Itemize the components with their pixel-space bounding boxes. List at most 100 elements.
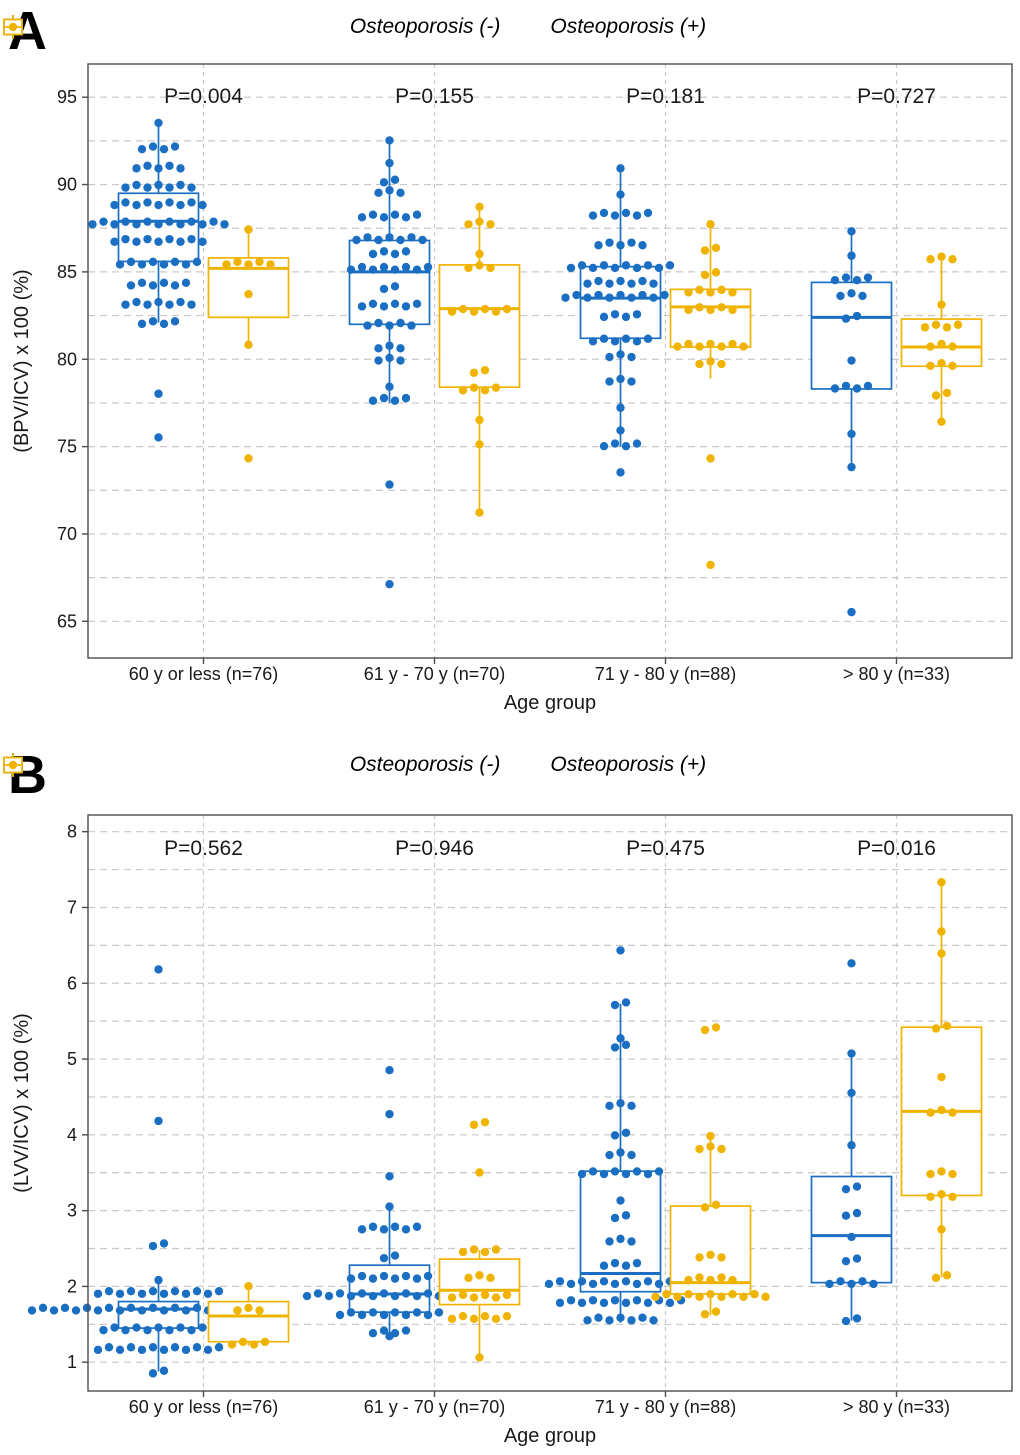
jitter-dot — [948, 342, 957, 351]
jitter-dot — [159, 1239, 169, 1248]
jitter-dot — [137, 1306, 147, 1315]
jitter-dot — [937, 949, 946, 958]
y-tick-label: 90 — [57, 175, 77, 195]
jitter-dot — [71, 1306, 81, 1315]
jitter-dot — [684, 339, 693, 349]
jitter-dot — [869, 1279, 878, 1289]
jitter-dot — [566, 263, 576, 273]
jitter-dot — [357, 1225, 367, 1234]
jitter-dot — [627, 1150, 636, 1160]
jitter-dot — [665, 1298, 675, 1308]
jitter-dot — [847, 959, 856, 968]
jitter-dot — [599, 441, 609, 451]
jitter-dot — [847, 462, 856, 472]
jitter-dot — [926, 361, 935, 370]
y-tick-label: 70 — [57, 524, 77, 544]
jitter-dot — [244, 1281, 253, 1291]
jitter-dot — [110, 237, 119, 246]
jitter-dot — [695, 342, 704, 351]
jitter-dot — [82, 1303, 92, 1313]
jitter-dot — [475, 202, 484, 212]
jitter-dot — [368, 1274, 378, 1283]
jitter-dot — [385, 1202, 394, 1211]
jitter-dot — [621, 334, 631, 343]
y-tick-label: 8 — [67, 822, 77, 842]
jitter-dot — [447, 307, 457, 316]
y-tick-label: 2 — [67, 1276, 77, 1296]
jitter-dot — [700, 1310, 710, 1319]
jitter-dot — [401, 247, 411, 256]
legend-label: Osteoporosis (-) — [349, 753, 501, 776]
jitter-dot — [926, 1169, 935, 1179]
jitter-dot — [654, 1279, 664, 1289]
jitter-dot — [649, 293, 658, 302]
plot-border — [87, 814, 1013, 1392]
jitter-dot — [363, 321, 372, 330]
x-tick-label: > 80 y (n=33) — [843, 664, 950, 684]
jitter-dot — [110, 200, 119, 210]
jitter-dot — [396, 356, 405, 365]
jitter-dot — [469, 368, 479, 377]
jitter-dot — [717, 1292, 726, 1302]
jitter-dot — [357, 302, 367, 311]
jitter-dot — [739, 342, 748, 351]
jitter-dot — [148, 257, 158, 267]
jitter-dot — [132, 220, 141, 229]
jitter-dot — [706, 339, 715, 349]
jitter-dot — [385, 233, 394, 242]
jitter-dot — [126, 281, 136, 290]
jitter-dot — [115, 1289, 125, 1298]
jitter-dot — [931, 1024, 941, 1033]
jitter-dot — [662, 1290, 671, 1299]
jitter-dot — [621, 1261, 631, 1270]
boxplot-box — [348, 239, 431, 326]
jitter-dot — [627, 1101, 636, 1111]
panel-a-chart: P=0.004 P=0.155 P=0.181 P=0.727 65 70 75 80 85 90… — [11, 63, 1013, 714]
jitter-dot — [121, 198, 130, 207]
jitter-dot — [605, 293, 614, 302]
jitter-dot — [616, 190, 625, 199]
jitter-dot — [412, 1274, 422, 1283]
jitter-dot — [937, 339, 946, 349]
jitter-dot — [544, 1279, 554, 1289]
jitter-dot — [610, 1296, 620, 1305]
jitter-dot — [165, 1325, 174, 1335]
jitter-dot — [137, 1345, 147, 1355]
jitter-dot — [447, 1293, 457, 1302]
jitter-dot — [610, 1279, 620, 1289]
jitter-dot — [852, 384, 862, 393]
jitter-dot — [863, 273, 873, 282]
jitter-dot — [313, 1289, 323, 1298]
jitter-dot — [942, 388, 952, 398]
jitter-dot — [605, 377, 614, 386]
jitter-dot — [931, 391, 941, 400]
jitter-dot — [684, 1290, 693, 1299]
jitter-dot — [132, 1323, 141, 1332]
jitter-dot — [143, 1325, 152, 1335]
jitter-dot — [610, 1131, 620, 1140]
jitter-dot — [423, 1271, 433, 1281]
jitter-dot — [937, 358, 946, 368]
jitter-dot — [695, 285, 704, 295]
jitter-dot — [651, 1292, 660, 1302]
p-value-label: P=0.475 — [626, 837, 705, 860]
jitter-dot — [165, 217, 174, 226]
jitter-dot — [486, 1273, 495, 1283]
jitter-dot — [948, 361, 957, 370]
jitter-dot — [357, 1271, 367, 1281]
jitter-dot — [176, 1323, 185, 1332]
jitter-dot — [841, 1256, 851, 1266]
jitter-dot — [390, 299, 400, 308]
jitter-dot — [165, 198, 174, 207]
jitter-dot — [588, 1167, 598, 1176]
jitter-dot — [948, 1108, 957, 1117]
jitter-dot — [374, 318, 383, 328]
jitter-dot — [412, 210, 422, 219]
jitter-dot — [610, 310, 620, 319]
jitter-dot — [368, 1222, 378, 1231]
jitter-dot — [198, 220, 207, 229]
jitter-dot — [836, 291, 845, 301]
jitter-dot — [948, 255, 957, 264]
jitter-dot — [374, 235, 383, 245]
jitter-dot — [588, 337, 598, 346]
